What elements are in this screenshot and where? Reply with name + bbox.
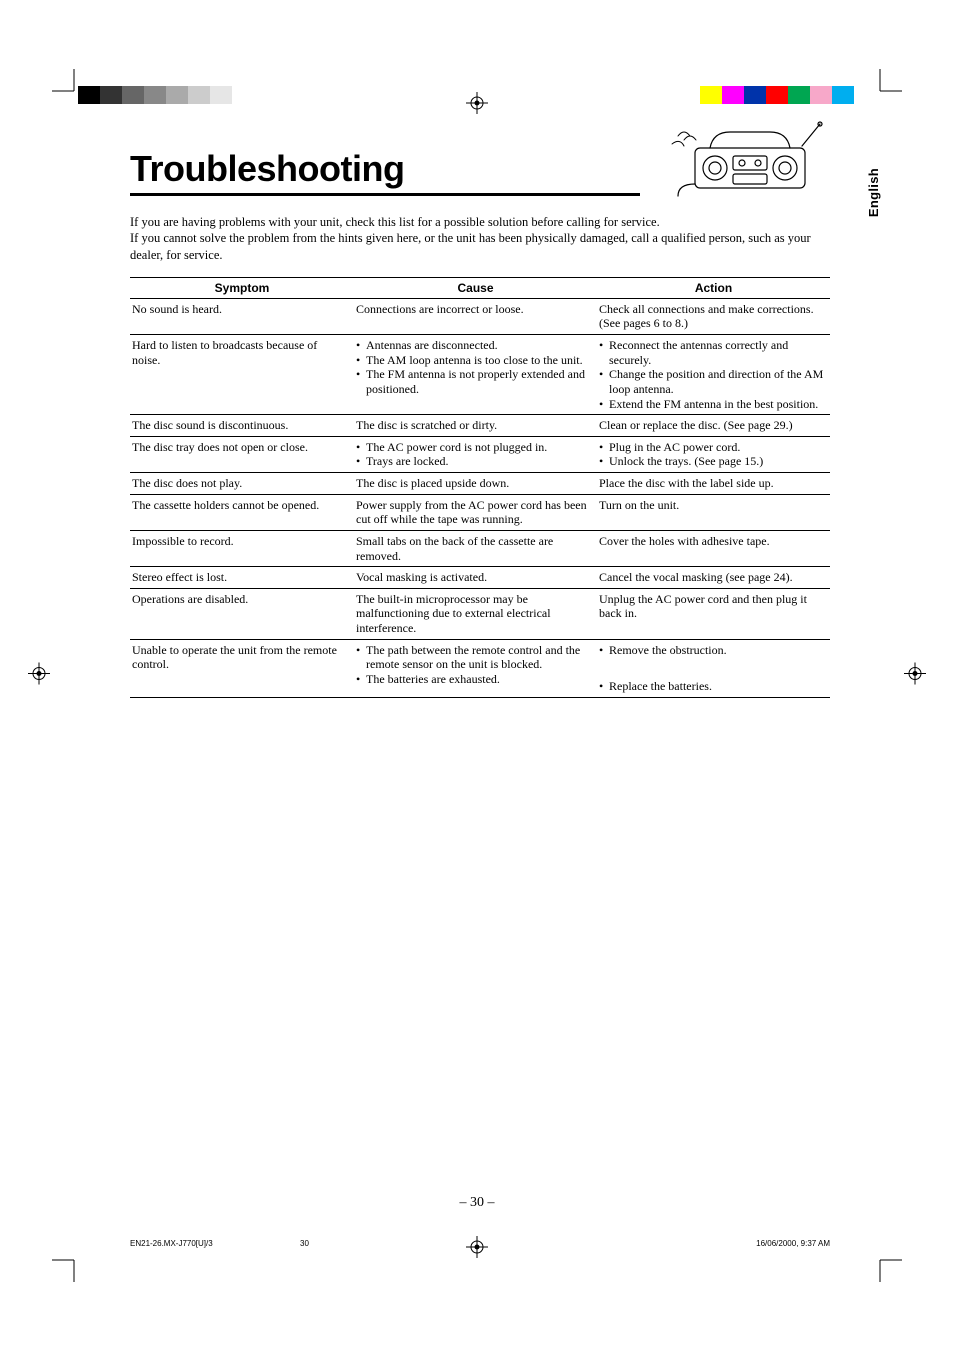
cell-cause: The disc is placed upside down. bbox=[354, 473, 597, 495]
page-number: – 30 – bbox=[0, 1195, 954, 1211]
cell-symptom: No sound is heard. bbox=[130, 298, 354, 334]
cell-action: Place the disc with the label side up. bbox=[597, 473, 830, 495]
cause-item: Antennas are disconnected. bbox=[356, 338, 591, 353]
col-action: Action bbox=[597, 277, 830, 298]
intro-line: If you cannot solve the problem from the… bbox=[130, 231, 811, 261]
cell-cause: The AC power cord is not plugged in.Tray… bbox=[354, 436, 597, 472]
cell-cause: Connections are incorrect or loose. bbox=[354, 298, 597, 334]
cell-symptom: The disc tray does not open or close. bbox=[130, 436, 354, 472]
crop-mark bbox=[874, 1254, 902, 1282]
page-title: Troubleshooting bbox=[130, 148, 640, 196]
print-footer: EN21-26.MX-J770[U]/3 30 16/06/2000, 9:37… bbox=[130, 1239, 830, 1248]
cell-action: Unplug the AC power cord and then plug i… bbox=[597, 588, 830, 639]
action-item: Unlock the trays. (See page 15.) bbox=[599, 454, 824, 469]
cell-action: Clean or replace the disc. (See page 29.… bbox=[597, 415, 830, 437]
cell-symptom: Operations are disabled. bbox=[130, 588, 354, 639]
cell-action: Check all connections and make correctio… bbox=[597, 298, 830, 334]
col-symptom: Symptom bbox=[130, 277, 354, 298]
action-item: Reconnect the antennas correctly and sec… bbox=[599, 338, 824, 367]
action-item: Remove the obstruction. bbox=[599, 643, 824, 658]
action-item: Change the position and direction of the… bbox=[599, 367, 824, 396]
registration-mark bbox=[28, 662, 50, 689]
cause-item: The path between the remote control and … bbox=[356, 643, 591, 672]
colorbar-grayscale bbox=[78, 86, 254, 104]
cell-action: Cover the holes with adhesive tape. bbox=[597, 530, 830, 566]
cause-item: The FM antenna is not properly extended … bbox=[356, 367, 591, 396]
cell-symptom: Impossible to record. bbox=[130, 530, 354, 566]
cause-item: Trays are locked. bbox=[356, 454, 591, 469]
page-content: Troubleshooting If you are having proble… bbox=[130, 148, 830, 698]
intro-text: If you are having problems with your uni… bbox=[130, 214, 820, 263]
cell-action: Reconnect the antennas correctly and sec… bbox=[597, 335, 830, 415]
footer-filename: EN21-26.MX-J770[U]/3 bbox=[130, 1239, 213, 1248]
footer-page: 30 bbox=[300, 1239, 309, 1248]
cause-item: The AC power cord is not plugged in. bbox=[356, 440, 591, 455]
cause-item: The batteries are exhausted. bbox=[356, 672, 591, 687]
cell-symptom: The disc does not play. bbox=[130, 473, 354, 495]
cell-cause: Small tabs on the back of the cassette a… bbox=[354, 530, 597, 566]
cell-cause: Power supply from the AC power cord has … bbox=[354, 494, 597, 530]
cause-item: The AM loop antenna is too close to the … bbox=[356, 353, 591, 368]
cell-action: Remove the obstruction. Replace the batte… bbox=[597, 639, 830, 697]
action-item: Plug in the AC power cord. bbox=[599, 440, 824, 455]
cell-action: Cancel the vocal masking (see page 24). bbox=[597, 567, 830, 589]
colorbar-process bbox=[700, 86, 876, 104]
boombox-illustration bbox=[670, 118, 830, 203]
footer-timestamp: 16/06/2000, 9:37 AM bbox=[756, 1239, 830, 1248]
cell-cause: The path between the remote control and … bbox=[354, 639, 597, 697]
crop-mark bbox=[874, 69, 902, 97]
crop-mark bbox=[52, 1254, 80, 1282]
troubleshooting-table: Symptom Cause Action No sound is heard.C… bbox=[130, 277, 830, 698]
cell-cause: Vocal masking is activated. bbox=[354, 567, 597, 589]
cell-action: Plug in the AC power cord.Unlock the tra… bbox=[597, 436, 830, 472]
cell-cause: Antennas are disconnected.The AM loop an… bbox=[354, 335, 597, 415]
cell-symptom: The cassette holders cannot be opened. bbox=[130, 494, 354, 530]
registration-mark bbox=[904, 662, 926, 689]
language-tab: English bbox=[866, 168, 881, 217]
cell-cause: The disc is scratched or dirty. bbox=[354, 415, 597, 437]
crop-mark bbox=[52, 69, 80, 97]
intro-line: If you are having problems with your uni… bbox=[130, 215, 660, 229]
cell-symptom: Hard to listen to broadcasts because of … bbox=[130, 335, 354, 415]
cell-action: Turn on the unit. bbox=[597, 494, 830, 530]
action-item: Replace the batteries. bbox=[599, 679, 824, 694]
cell-cause: The built-in microprocessor may be malfu… bbox=[354, 588, 597, 639]
cell-symptom: The disc sound is discontinuous. bbox=[130, 415, 354, 437]
action-item: Extend the FM antenna in the best positi… bbox=[599, 397, 824, 412]
cell-symptom: Stereo effect is lost. bbox=[130, 567, 354, 589]
col-cause: Cause bbox=[354, 277, 597, 298]
cell-symptom: Unable to operate the unit from the remo… bbox=[130, 639, 354, 697]
registration-mark bbox=[466, 92, 488, 119]
